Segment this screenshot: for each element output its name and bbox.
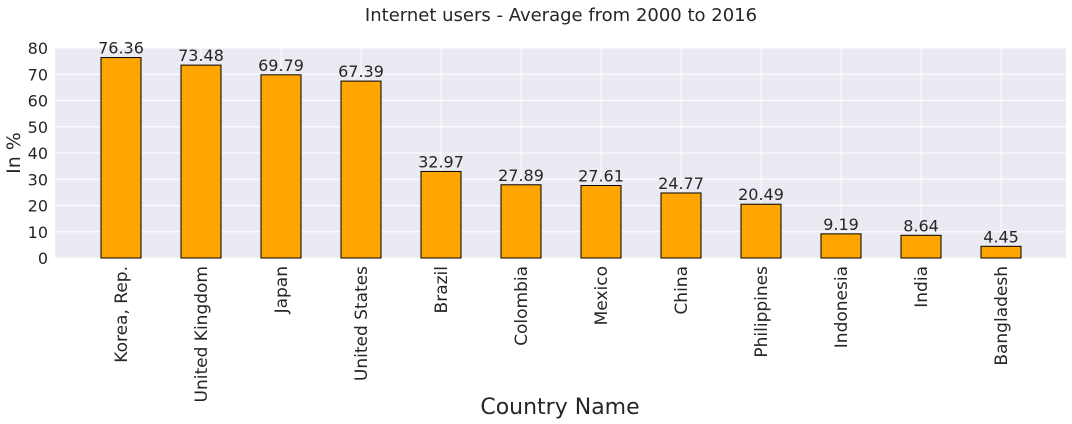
bar bbox=[660, 192, 702, 259]
x-axis-label: Country Name bbox=[480, 395, 639, 420]
y-tick-label: 0 bbox=[38, 249, 48, 268]
x-tick-label: Brazil bbox=[432, 266, 452, 313]
y-tick-label: 80 bbox=[28, 39, 48, 58]
bars bbox=[100, 57, 1022, 259]
y-tick-label: 10 bbox=[28, 223, 48, 242]
bar-value-label: 9.19 bbox=[823, 215, 859, 234]
y-tick-label: 40 bbox=[28, 144, 48, 163]
x-tick-label: Mexico bbox=[592, 266, 612, 325]
bar-value-label: 67.39 bbox=[338, 62, 384, 81]
bar bbox=[980, 245, 1022, 259]
bar bbox=[820, 233, 862, 259]
data-labels: 76.36 73.48 69.79 67.39 32.97 27.89 27.61 24.77… bbox=[98, 39, 1019, 247]
x-tick-label: Indonesia bbox=[832, 266, 852, 348]
y-tick-label: 30 bbox=[28, 170, 48, 189]
bar bbox=[580, 185, 622, 259]
x-tick-label: United States bbox=[352, 266, 372, 381]
x-tick-label: United Kingdom bbox=[192, 266, 212, 402]
x-tick-label: Korea, Rep. bbox=[112, 266, 132, 363]
bar bbox=[180, 64, 222, 259]
bar bbox=[500, 184, 542, 259]
y-axis-ticks: 0 10 20 30 40 50 60 70 80 bbox=[28, 39, 48, 268]
bar-value-label: 24.77 bbox=[658, 174, 704, 193]
y-tick-label: 70 bbox=[28, 65, 48, 84]
y-tick-label: 60 bbox=[28, 92, 48, 111]
bar-value-label: 76.36 bbox=[98, 39, 144, 58]
x-axis-ticks: Korea, Rep. United Kingdom Japan United Sta… bbox=[112, 266, 1012, 403]
bar-value-label: 20.49 bbox=[738, 185, 784, 204]
bar-value-label: 4.45 bbox=[983, 227, 1019, 246]
y-axis-label: In % bbox=[3, 132, 25, 174]
x-tick-label: Bangladesh bbox=[992, 266, 1012, 366]
x-tick-label: Philippines bbox=[752, 266, 772, 358]
bar bbox=[340, 80, 382, 259]
x-tick-label: Japan bbox=[272, 266, 292, 314]
bar-value-label: 32.97 bbox=[418, 152, 464, 171]
bar bbox=[100, 57, 142, 259]
x-tick-label: Colombia bbox=[512, 266, 532, 346]
chart-title: Internet users - Average from 2000 to 20… bbox=[365, 5, 757, 26]
bar-value-label: 27.61 bbox=[578, 167, 624, 186]
y-tick-label: 20 bbox=[28, 197, 48, 216]
bar bbox=[420, 170, 462, 259]
bar bbox=[900, 234, 942, 259]
bar-value-label: 73.48 bbox=[178, 46, 224, 65]
y-tick-label: 50 bbox=[28, 118, 48, 137]
x-tick-label: India bbox=[912, 266, 932, 308]
bar bbox=[740, 203, 782, 259]
x-tick-label: China bbox=[672, 266, 692, 315]
bar-value-label: 69.79 bbox=[258, 56, 304, 75]
bar bbox=[260, 74, 302, 259]
bar-value-label: 8.64 bbox=[903, 216, 939, 235]
bar-value-label: 27.89 bbox=[498, 166, 544, 185]
